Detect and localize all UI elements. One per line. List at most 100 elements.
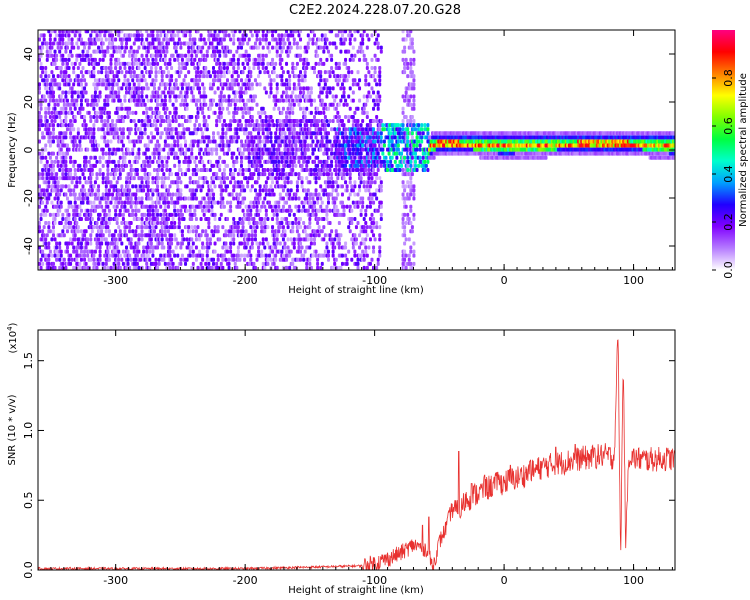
spectrogram-cell — [148, 257, 152, 262]
spectrogram-cell — [288, 41, 292, 46]
spectrogram-cell — [314, 110, 318, 115]
spectrogram-cell — [173, 253, 177, 258]
spectrogram-cell — [179, 135, 183, 140]
spectrogram-cell — [247, 151, 251, 156]
spectrogram-cell — [69, 159, 73, 164]
spectrogram-cell — [103, 119, 107, 124]
spectrogram-cell — [59, 253, 63, 258]
spectrogram-cell — [331, 265, 335, 270]
spectrogram-cell — [115, 74, 119, 79]
spectrogram-cell — [198, 151, 202, 156]
spectrogram-cell — [151, 176, 155, 181]
spectrogram-cell — [160, 159, 164, 164]
spectrogram-cell — [244, 90, 248, 95]
spectrogram-cell — [148, 233, 152, 238]
spectrogram-cell — [277, 229, 281, 234]
spectrogram-cell — [42, 37, 46, 42]
spectrogram-cell — [281, 208, 285, 213]
spectrogram-cell — [117, 70, 121, 75]
spectrogram-cell — [134, 155, 138, 160]
spectrogram-cell — [109, 57, 113, 62]
spectrogram-cell — [168, 82, 172, 87]
spectrogram-cell — [90, 216, 94, 221]
spectrogram-cell — [134, 265, 138, 270]
spectrogram-cell — [225, 163, 229, 168]
spectrogram-cell — [306, 45, 310, 50]
spectrogram-cell — [330, 159, 334, 164]
spectrogram-cell — [174, 212, 178, 217]
spectrogram-cell — [67, 37, 71, 42]
spectrogram-cell — [326, 249, 330, 254]
spectrogram-cell — [182, 131, 186, 136]
spectrogram-cell — [261, 123, 265, 128]
spectrogram-cell — [331, 184, 335, 189]
spectrogram-cell — [41, 200, 45, 205]
spectrogram-cell — [199, 49, 203, 54]
spectrogram-cell — [325, 78, 329, 83]
spectrogram-cell — [225, 176, 229, 181]
spectrogram-cell — [65, 196, 69, 201]
spectrogram-cell — [64, 192, 68, 197]
spectrogram-cell — [70, 37, 74, 42]
spectrogram-cell — [132, 119, 136, 124]
spectrogram-cell — [78, 196, 82, 201]
spectrogram-cell — [190, 225, 194, 230]
spectrogram-cell — [163, 192, 167, 197]
spectrogram-cell — [205, 241, 209, 246]
spectrogram-cell — [115, 204, 119, 209]
spectrogram-cell — [205, 49, 209, 54]
spectrogram-cell — [210, 229, 214, 234]
spectrogram-cell — [89, 241, 93, 246]
spectrogram-cell — [162, 257, 166, 262]
spectrogram-cell — [166, 261, 170, 266]
spectrogram-cell — [196, 82, 200, 87]
spectrogram-cell — [258, 208, 262, 213]
spectrogram-cell — [185, 184, 189, 189]
spectrogram-cell — [48, 192, 52, 197]
spectrogram-cell — [53, 37, 57, 42]
spectrogram-cell — [44, 204, 48, 209]
spectrogram-cell — [317, 119, 321, 124]
spectrogram-cell — [255, 180, 259, 185]
spectrogram-cell — [263, 143, 267, 148]
spectrogram-cell — [204, 41, 208, 46]
spectrogram-cell — [92, 123, 96, 128]
spectrogram-cell — [154, 204, 158, 209]
spectrogram-cell — [257, 61, 261, 66]
spectrogram-cell — [292, 159, 296, 164]
spectrogram-cell — [232, 135, 236, 140]
spectrogram-cell — [131, 229, 135, 234]
spectrogram-cell — [201, 253, 205, 258]
spectrogram-cell — [58, 208, 62, 213]
spectrogram-cell — [128, 253, 132, 258]
spectrogram-cell — [45, 78, 49, 83]
spectrogram-cell — [118, 237, 122, 242]
spectrogram-cell — [180, 98, 184, 103]
spectrogram-cell — [241, 151, 245, 156]
spectrogram-cell — [272, 143, 276, 148]
spectrogram-cell — [188, 159, 192, 164]
spectrogram-cell — [151, 159, 155, 164]
spectrogram-cell — [151, 78, 155, 83]
spectrogram-cell — [115, 241, 119, 246]
spectrogram-cell — [199, 216, 203, 221]
spectrogram-cell — [281, 37, 285, 42]
spectrogram-cell — [173, 33, 177, 38]
spectrogram-cell — [61, 212, 65, 217]
spectrogram-cell — [107, 257, 111, 262]
spectrogram-cell — [193, 41, 197, 46]
spectrogram-cell — [51, 127, 55, 132]
spectrogram-cell — [112, 176, 116, 181]
spectrogram-cell — [112, 98, 116, 103]
spectrogram-cell — [75, 249, 79, 254]
spectrogram-cell — [73, 119, 77, 124]
spectrogram-cell — [78, 253, 82, 258]
spectrogram-cell — [334, 61, 338, 66]
spectrogram-cell — [41, 176, 45, 181]
spectrogram-cell — [250, 233, 254, 238]
spectrogram-cell — [334, 196, 338, 201]
spectrogram-cell — [201, 184, 205, 189]
spectrogram-cell — [281, 188, 285, 193]
spectrogram-cell — [179, 196, 183, 201]
spectrogram-cell — [117, 147, 121, 152]
